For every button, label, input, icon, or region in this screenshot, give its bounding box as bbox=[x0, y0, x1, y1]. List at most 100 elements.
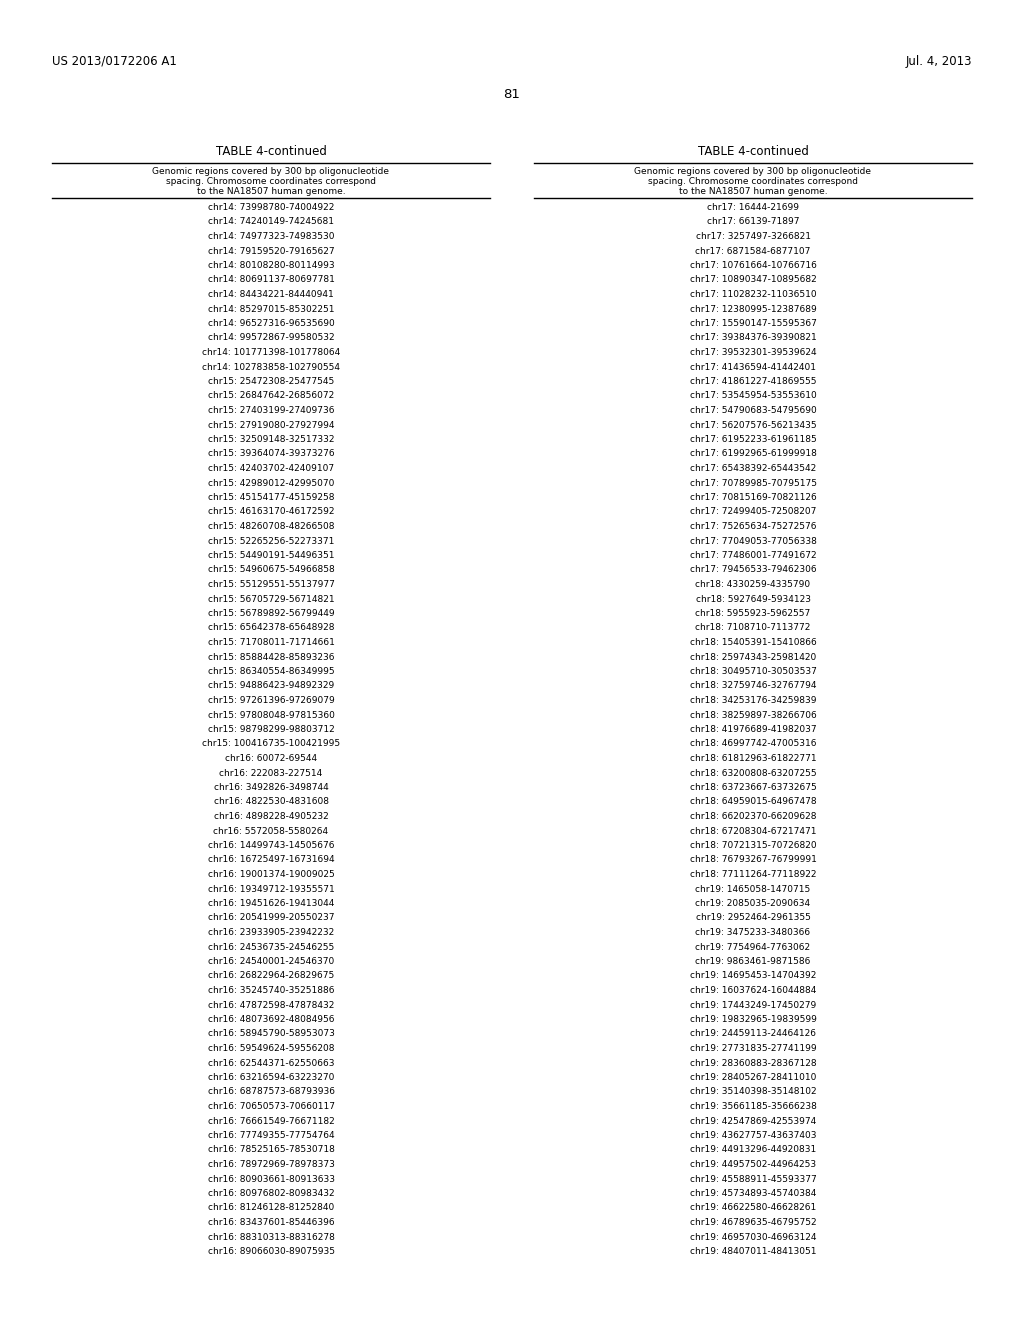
Text: chr14: 79159520-79165627: chr14: 79159520-79165627 bbox=[208, 247, 334, 256]
Text: chr15: 39364074-39373276: chr15: 39364074-39373276 bbox=[208, 450, 334, 458]
Text: chr19: 19832965-19839599: chr19: 19832965-19839599 bbox=[689, 1015, 816, 1024]
Text: chr17: 10890347-10895682: chr17: 10890347-10895682 bbox=[689, 276, 816, 285]
Text: Genomic regions covered by 300 bp oligonucleotide: Genomic regions covered by 300 bp oligon… bbox=[153, 168, 389, 176]
Text: chr19: 35140398-35148102: chr19: 35140398-35148102 bbox=[690, 1088, 816, 1097]
Text: chr18: 34253176-34259839: chr18: 34253176-34259839 bbox=[690, 696, 816, 705]
Text: 81: 81 bbox=[504, 88, 520, 102]
Text: chr17: 6871584-6877107: chr17: 6871584-6877107 bbox=[695, 247, 811, 256]
Text: chr18: 32759746-32767794: chr18: 32759746-32767794 bbox=[690, 681, 816, 690]
Text: chr19: 46622580-46628261: chr19: 46622580-46628261 bbox=[690, 1204, 816, 1213]
Text: chr19: 17443249-17450279: chr19: 17443249-17450279 bbox=[690, 1001, 816, 1010]
Text: chr18: 5927649-5934123: chr18: 5927649-5934123 bbox=[695, 594, 811, 603]
Text: chr14: 80691137-80697781: chr14: 80691137-80697781 bbox=[208, 276, 335, 285]
Text: US 2013/0172206 A1: US 2013/0172206 A1 bbox=[52, 55, 177, 69]
Text: chr16: 23933905-23942232: chr16: 23933905-23942232 bbox=[208, 928, 334, 937]
Text: chr19: 42547869-42553974: chr19: 42547869-42553974 bbox=[690, 1117, 816, 1126]
Text: chr15: 56705729-56714821: chr15: 56705729-56714821 bbox=[208, 594, 334, 603]
Text: chr17: 70815169-70821126: chr17: 70815169-70821126 bbox=[689, 492, 816, 502]
Text: chr19: 1465058-1470715: chr19: 1465058-1470715 bbox=[695, 884, 811, 894]
Text: chr18: 70721315-70726820: chr18: 70721315-70726820 bbox=[690, 841, 816, 850]
Text: chr17: 3257497-3266821: chr17: 3257497-3266821 bbox=[695, 232, 811, 242]
Text: chr16: 80976802-80983432: chr16: 80976802-80983432 bbox=[208, 1189, 334, 1199]
Text: chr19: 27731835-27741199: chr19: 27731835-27741199 bbox=[690, 1044, 816, 1053]
Text: chr16: 19001374-19009025: chr16: 19001374-19009025 bbox=[208, 870, 335, 879]
Text: chr14: 99572867-99580532: chr14: 99572867-99580532 bbox=[208, 334, 334, 342]
Text: chr16: 62544371-62550663: chr16: 62544371-62550663 bbox=[208, 1059, 334, 1068]
Text: chr19: 24459113-24464126: chr19: 24459113-24464126 bbox=[690, 1030, 816, 1039]
Text: chr18: 15405391-15410866: chr18: 15405391-15410866 bbox=[689, 638, 816, 647]
Text: chr17: 53545954-53553610: chr17: 53545954-53553610 bbox=[689, 392, 816, 400]
Text: chr19: 28405267-28411010: chr19: 28405267-28411010 bbox=[690, 1073, 816, 1082]
Text: chr19: 35661185-35666238: chr19: 35661185-35666238 bbox=[689, 1102, 816, 1111]
Text: chr19: 45734893-45740384: chr19: 45734893-45740384 bbox=[690, 1189, 816, 1199]
Text: chr15: 98798299-98803712: chr15: 98798299-98803712 bbox=[208, 725, 335, 734]
Text: chr16: 59549624-59556208: chr16: 59549624-59556208 bbox=[208, 1044, 334, 1053]
Text: Genomic regions covered by 300 bp oligonucleotide: Genomic regions covered by 300 bp oligon… bbox=[635, 168, 871, 176]
Text: chr17: 66139-71897: chr17: 66139-71897 bbox=[707, 218, 800, 227]
Text: chr15: 26847642-26856072: chr15: 26847642-26856072 bbox=[208, 392, 334, 400]
Text: chr14: 73998780-74004922: chr14: 73998780-74004922 bbox=[208, 203, 334, 213]
Text: chr18: 77111264-77118922: chr18: 77111264-77118922 bbox=[690, 870, 816, 879]
Text: chr16: 24536735-24546255: chr16: 24536735-24546255 bbox=[208, 942, 334, 952]
Text: chr17: 10761664-10766716: chr17: 10761664-10766716 bbox=[689, 261, 816, 271]
Text: spacing. Chromosome coordinates correspond: spacing. Chromosome coordinates correspo… bbox=[166, 177, 376, 186]
Text: chr17: 79456533-79462306: chr17: 79456533-79462306 bbox=[690, 565, 816, 574]
Text: chr19: 46957030-46963124: chr19: 46957030-46963124 bbox=[690, 1233, 816, 1242]
Text: chr16: 14499743-14505676: chr16: 14499743-14505676 bbox=[208, 841, 334, 850]
Text: chr15: 97261396-97269079: chr15: 97261396-97269079 bbox=[208, 696, 335, 705]
Text: chr15: 25472308-25477545: chr15: 25472308-25477545 bbox=[208, 378, 334, 385]
Text: chr14: 74977323-74983530: chr14: 74977323-74983530 bbox=[208, 232, 334, 242]
Text: chr18: 63723667-63732675: chr18: 63723667-63732675 bbox=[689, 783, 816, 792]
Text: chr17: 65438392-65443542: chr17: 65438392-65443542 bbox=[690, 465, 816, 473]
Text: chr17: 77486001-77491672: chr17: 77486001-77491672 bbox=[690, 550, 816, 560]
Text: chr16: 81246128-81252840: chr16: 81246128-81252840 bbox=[208, 1204, 334, 1213]
Text: chr16: 47872598-47878432: chr16: 47872598-47878432 bbox=[208, 1001, 334, 1010]
Text: chr19: 28360883-28367128: chr19: 28360883-28367128 bbox=[690, 1059, 816, 1068]
Text: chr15: 97808048-97815360: chr15: 97808048-97815360 bbox=[208, 710, 335, 719]
Text: chr15: 42989012-42995070: chr15: 42989012-42995070 bbox=[208, 479, 334, 487]
Text: chr19: 16037624-16044884: chr19: 16037624-16044884 bbox=[690, 986, 816, 995]
Text: chr16: 70650573-70660117: chr16: 70650573-70660117 bbox=[208, 1102, 335, 1111]
Text: chr16: 76661549-76671182: chr16: 76661549-76671182 bbox=[208, 1117, 335, 1126]
Text: chr16: 78525165-78530718: chr16: 78525165-78530718 bbox=[208, 1146, 335, 1155]
Text: chr16: 3492826-3498744: chr16: 3492826-3498744 bbox=[214, 783, 329, 792]
Text: chr19: 44913296-44920831: chr19: 44913296-44920831 bbox=[690, 1146, 816, 1155]
Text: chr19: 7754964-7763062: chr19: 7754964-7763062 bbox=[695, 942, 811, 952]
Text: chr15: 42403702-42409107: chr15: 42403702-42409107 bbox=[208, 465, 334, 473]
Text: chr18: 7108710-7113772: chr18: 7108710-7113772 bbox=[695, 623, 811, 632]
Text: chr14: 85297015-85302251: chr14: 85297015-85302251 bbox=[208, 305, 334, 314]
Text: chr16: 4898228-4905232: chr16: 4898228-4905232 bbox=[214, 812, 329, 821]
Text: to the NA18507 human genome.: to the NA18507 human genome. bbox=[679, 187, 827, 195]
Text: chr18: 25974343-25981420: chr18: 25974343-25981420 bbox=[690, 652, 816, 661]
Text: chr16: 77749355-77754764: chr16: 77749355-77754764 bbox=[208, 1131, 334, 1140]
Text: chr16: 58945790-58953073: chr16: 58945790-58953073 bbox=[208, 1030, 335, 1039]
Text: chr17: 56207576-56213435: chr17: 56207576-56213435 bbox=[690, 421, 816, 429]
Text: chr16: 24540001-24546370: chr16: 24540001-24546370 bbox=[208, 957, 334, 966]
Text: chr18: 76793267-76799991: chr18: 76793267-76799991 bbox=[689, 855, 816, 865]
Text: chr17: 15590147-15595367: chr17: 15590147-15595367 bbox=[689, 319, 816, 327]
Text: chr17: 41861227-41869555: chr17: 41861227-41869555 bbox=[690, 378, 816, 385]
Text: chr18: 4330259-4335790: chr18: 4330259-4335790 bbox=[695, 579, 811, 589]
Text: chr19: 14695453-14704392: chr19: 14695453-14704392 bbox=[690, 972, 816, 981]
Text: chr18: 41976689-41982037: chr18: 41976689-41982037 bbox=[690, 725, 816, 734]
Text: chr14: 80108280-80114993: chr14: 80108280-80114993 bbox=[208, 261, 334, 271]
Text: chr16: 68787573-68793936: chr16: 68787573-68793936 bbox=[208, 1088, 335, 1097]
Text: chr15: 27919080-27927994: chr15: 27919080-27927994 bbox=[208, 421, 334, 429]
Text: chr18: 66202370-66209628: chr18: 66202370-66209628 bbox=[690, 812, 816, 821]
Text: chr17: 61992965-61999918: chr17: 61992965-61999918 bbox=[689, 450, 816, 458]
Text: chr16: 83437601-85446396: chr16: 83437601-85446396 bbox=[208, 1218, 334, 1228]
Text: chr14: 102783858-102790554: chr14: 102783858-102790554 bbox=[202, 363, 340, 371]
Text: chr16: 48073692-48084956: chr16: 48073692-48084956 bbox=[208, 1015, 334, 1024]
Text: chr16: 78972969-78978373: chr16: 78972969-78978373 bbox=[208, 1160, 335, 1170]
Text: Jul. 4, 2013: Jul. 4, 2013 bbox=[905, 55, 972, 69]
Text: TABLE 4-continued: TABLE 4-continued bbox=[216, 145, 327, 158]
Text: chr15: 54960675-54966858: chr15: 54960675-54966858 bbox=[208, 565, 335, 574]
Text: chr19: 3475233-3480366: chr19: 3475233-3480366 bbox=[695, 928, 811, 937]
Text: chr18: 30495710-30503537: chr18: 30495710-30503537 bbox=[689, 667, 816, 676]
Text: chr16: 20541999-20550237: chr16: 20541999-20550237 bbox=[208, 913, 334, 923]
Text: chr17: 72499405-72508207: chr17: 72499405-72508207 bbox=[690, 507, 816, 516]
Text: chr16: 19451626-19413044: chr16: 19451626-19413044 bbox=[208, 899, 334, 908]
Text: chr19: 43627757-43637403: chr19: 43627757-43637403 bbox=[690, 1131, 816, 1140]
Text: chr19: 48407011-48413051: chr19: 48407011-48413051 bbox=[690, 1247, 816, 1257]
Text: chr14: 96527316-96535690: chr14: 96527316-96535690 bbox=[208, 319, 335, 327]
